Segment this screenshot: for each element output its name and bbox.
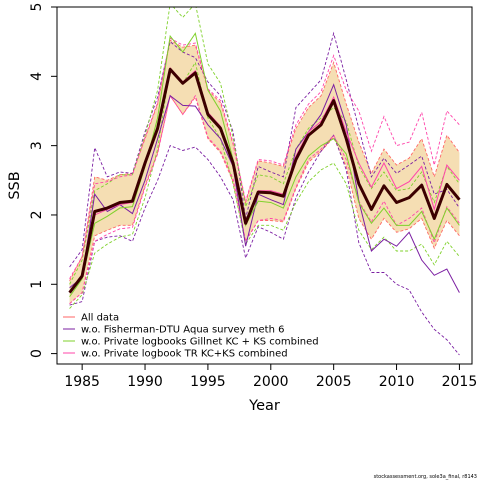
x-tick-label-2005: 2005 xyxy=(316,374,352,390)
x-tick-label-2000: 2000 xyxy=(253,374,289,390)
series-1-upper-bound xyxy=(69,31,460,268)
footer-credit: stockassessment.org, sole3a_final, r8143 xyxy=(374,474,477,480)
series-2-lower-bound xyxy=(69,61,460,309)
y-axis-title: SSB xyxy=(7,171,23,199)
x-tick-label-1990: 1990 xyxy=(127,374,163,390)
y-tick-label-1: 1 xyxy=(29,280,45,289)
series-1-line xyxy=(69,83,460,293)
y-tick-label-0: 0 xyxy=(29,349,45,358)
y-tick-label-5: 5 xyxy=(29,3,45,12)
y-tick-label-3: 3 xyxy=(29,141,45,150)
x-tick-label-2015: 2015 xyxy=(442,374,478,390)
y-tick-label-2: 2 xyxy=(29,211,45,220)
series-2-line xyxy=(69,32,460,298)
main-estimate-layer xyxy=(68,67,461,294)
legend-label-0: All data xyxy=(81,313,119,324)
legend-label-3: w.o. Private logbook TR KC+KS combined xyxy=(81,349,288,360)
y-tick-label-4: 4 xyxy=(29,72,45,81)
x-axis: 1985 1990 1995 2000 2005 2010 2015 xyxy=(64,363,478,390)
series-3-lower-bound xyxy=(69,94,460,305)
y-axis: 0 1 2 3 4 5 xyxy=(29,3,58,358)
x-axis-title: Year xyxy=(248,398,280,414)
legend-label-2: w.o. Private logbooks Gillnet KC + KS co… xyxy=(81,337,319,348)
x-tick-label-1985: 1985 xyxy=(64,374,100,390)
series-1-lower-bound xyxy=(69,134,460,356)
series-0-upper-bound xyxy=(69,39,460,282)
series-bounds-layer xyxy=(69,7,460,356)
series-3-upper-bound xyxy=(69,37,460,279)
series-0-lower-bound xyxy=(69,94,460,305)
x-tick-label-1995: 1995 xyxy=(190,374,226,390)
legend-label-1: w.o. Fisherman-DTU Aqua survey meth 6 xyxy=(81,325,284,336)
x-tick-label-2010: 2010 xyxy=(379,374,415,390)
main-estimate-line xyxy=(68,67,461,294)
